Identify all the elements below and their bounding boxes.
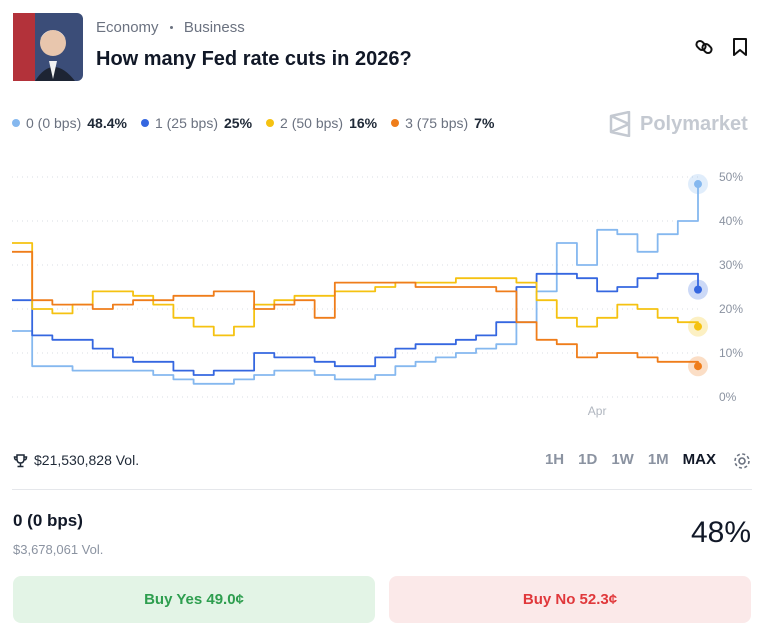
series-line [12, 250, 699, 367]
legend-dot [266, 119, 275, 127]
brand-name: Polymarket [640, 112, 748, 135]
series-line [12, 242, 699, 337]
legend-value: 48.4% [87, 115, 127, 131]
series-line [12, 272, 699, 376]
subcategory[interactable]: Business [183, 19, 245, 36]
outcome-volume: $3,678,061 Vol. [13, 542, 104, 557]
divider [12, 489, 752, 490]
legend-dot [12, 119, 20, 127]
timeframe-button[interactable]: 1W [611, 451, 634, 468]
legend-name: 3 (75 bps) [405, 115, 469, 131]
legend-value: 25% [224, 115, 253, 131]
y-tick-label: 40% [719, 214, 743, 228]
series-line [12, 184, 699, 385]
legend-name: 2 (50 bps) [280, 115, 344, 131]
legend: 0 (0 bps) 48.4% 1 (25 bps) 25% 2 (50 bps) 16%… [12, 115, 494, 131]
legend-name: 1 (25 bps) [154, 115, 218, 131]
timeframe-button[interactable]: 1H [544, 451, 565, 468]
market-title: How many Fed rate cuts in 2026? [96, 48, 412, 70]
chart: 0% 10% 20% 30% 40% 50% Apr [12, 170, 743, 418]
outcome-probability: 48% [690, 516, 751, 549]
timeframe-button[interactable]: 1M [647, 451, 669, 468]
brand-logo: Polymarket [608, 111, 748, 137]
legend-value: 16% [349, 115, 378, 131]
separator [169, 26, 173, 29]
y-tick-label: 30% [719, 258, 743, 272]
total-volume: $21,530,828 Vol. [34, 452, 140, 468]
avatar [13, 13, 83, 81]
buy-yes-button[interactable]: Buy Yes 49.0¢ [13, 576, 375, 623]
timeframe-button[interactable]: 1D [578, 451, 598, 468]
legend-name: 0 (0 bps) [26, 115, 82, 131]
timeframe-button[interactable]: MAX [682, 451, 716, 468]
buy-no-button[interactable]: Buy No 52.3¢ [389, 576, 751, 623]
end-point [694, 322, 702, 331]
y-tick-label: 20% [719, 302, 743, 316]
end-point [694, 285, 702, 294]
trophy-icon [13, 453, 28, 467]
settings-icon[interactable] [733, 452, 751, 470]
legend-item: 2 (50 bps) 16% [266, 115, 377, 131]
legend-dot [391, 119, 400, 127]
legend-item: 1 (25 bps) 25% [140, 115, 253, 131]
outcome-name: 0 (0 bps) [13, 511, 83, 530]
y-tick-label: 10% [719, 346, 743, 360]
end-point [694, 180, 702, 189]
brand-icon [609, 111, 631, 137]
breadcrumbs: Economy Business [96, 19, 245, 36]
y-tick-label: 0% [719, 390, 737, 404]
volume-row: $21,530,828 Vol. [13, 452, 139, 468]
timeframes: 1H 1D 1W 1M MAX [545, 451, 716, 468]
category[interactable]: Economy [96, 19, 159, 36]
y-tick-label: 50% [719, 170, 743, 184]
legend-value: 7% [474, 115, 495, 131]
x-tick-label: Apr [588, 404, 607, 418]
legend-dot [140, 119, 149, 127]
legend-item: 3 (75 bps) 7% [391, 115, 494, 131]
end-point [694, 362, 702, 371]
link-icon[interactable] [694, 37, 714, 57]
bookmark-icon[interactable] [732, 37, 748, 57]
legend-item: 0 (0 bps) 48.4% [12, 115, 127, 131]
